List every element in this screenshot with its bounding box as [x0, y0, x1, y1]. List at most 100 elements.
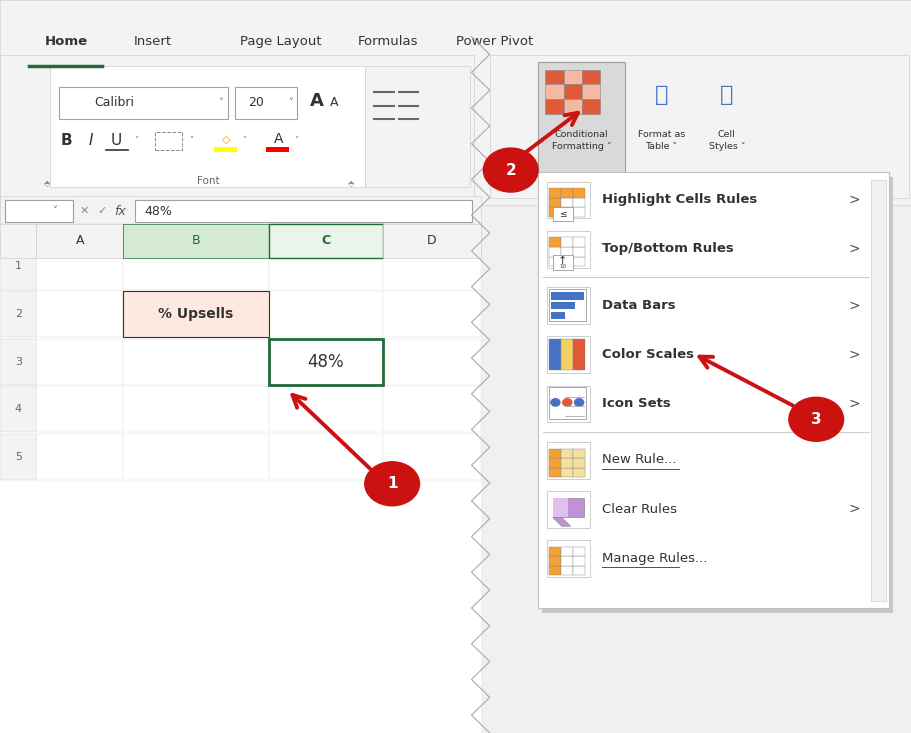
FancyBboxPatch shape	[581, 99, 599, 114]
FancyBboxPatch shape	[383, 243, 480, 290]
FancyBboxPatch shape	[572, 257, 584, 266]
Text: Power Pivot: Power Pivot	[456, 35, 533, 48]
FancyBboxPatch shape	[548, 556, 560, 566]
Text: ✓: ✓	[97, 206, 107, 216]
FancyBboxPatch shape	[266, 147, 289, 152]
Text: I: I	[89, 133, 93, 148]
FancyBboxPatch shape	[29, 23, 102, 66]
Circle shape	[364, 462, 419, 506]
Text: % Upsells: % Upsells	[159, 307, 233, 321]
FancyBboxPatch shape	[550, 302, 574, 309]
Text: >: >	[848, 298, 859, 312]
FancyBboxPatch shape	[548, 458, 560, 468]
Text: Color Scales: Color Scales	[601, 348, 693, 361]
FancyBboxPatch shape	[572, 247, 584, 257]
FancyBboxPatch shape	[269, 434, 383, 480]
FancyBboxPatch shape	[572, 188, 584, 198]
FancyBboxPatch shape	[50, 66, 364, 187]
FancyBboxPatch shape	[548, 449, 560, 458]
FancyBboxPatch shape	[0, 434, 36, 480]
Text: 2: 2	[15, 309, 22, 319]
FancyBboxPatch shape	[548, 339, 560, 370]
Text: D: D	[426, 234, 436, 247]
Text: 1: 1	[15, 262, 22, 271]
FancyBboxPatch shape	[572, 547, 584, 556]
FancyBboxPatch shape	[550, 292, 583, 300]
Text: >: >	[848, 502, 859, 516]
FancyBboxPatch shape	[269, 339, 383, 385]
Text: 5: 5	[15, 452, 22, 462]
FancyBboxPatch shape	[269, 224, 383, 258]
FancyBboxPatch shape	[560, 339, 572, 370]
Text: C: C	[321, 234, 331, 247]
Text: >: >	[848, 347, 859, 361]
FancyBboxPatch shape	[545, 70, 563, 84]
FancyBboxPatch shape	[269, 291, 383, 337]
FancyBboxPatch shape	[135, 200, 472, 222]
FancyBboxPatch shape	[383, 224, 480, 258]
FancyBboxPatch shape	[548, 237, 560, 247]
FancyBboxPatch shape	[572, 237, 584, 247]
FancyBboxPatch shape	[36, 434, 123, 480]
Text: 4: 4	[15, 405, 22, 414]
Text: A: A	[330, 96, 338, 109]
Text: ˅: ˅	[189, 136, 193, 145]
FancyBboxPatch shape	[36, 243, 123, 290]
Text: Calibri: Calibri	[94, 96, 134, 109]
FancyBboxPatch shape	[537, 172, 888, 608]
Text: 🖌: 🖌	[654, 85, 667, 106]
FancyBboxPatch shape	[581, 84, 599, 99]
Text: New Rule...: New Rule...	[601, 454, 676, 466]
FancyBboxPatch shape	[563, 84, 581, 99]
Text: ◇: ◇	[221, 134, 230, 144]
FancyBboxPatch shape	[552, 255, 572, 270]
Text: Top/Bottom Rules: Top/Bottom Rules	[601, 243, 732, 255]
Text: Clear Rules: Clear Rules	[601, 503, 676, 515]
Text: A: A	[273, 132, 282, 147]
FancyBboxPatch shape	[550, 312, 565, 319]
FancyBboxPatch shape	[572, 207, 584, 217]
Text: Icon Sets: Icon Sets	[601, 397, 670, 410]
Text: 20: 20	[248, 96, 263, 109]
Text: B: B	[191, 234, 200, 247]
FancyBboxPatch shape	[123, 291, 269, 337]
FancyBboxPatch shape	[870, 180, 885, 601]
Text: ˅: ˅	[287, 97, 292, 108]
Text: A: A	[76, 234, 84, 247]
Text: Conditional
Formatting ˅: Conditional Formatting ˅	[551, 130, 610, 151]
FancyBboxPatch shape	[560, 188, 572, 198]
Text: ˅: ˅	[242, 136, 246, 145]
FancyBboxPatch shape	[383, 434, 480, 480]
Text: Data Bars: Data Bars	[601, 299, 675, 312]
FancyBboxPatch shape	[548, 468, 560, 477]
FancyBboxPatch shape	[0, 243, 36, 290]
FancyBboxPatch shape	[548, 207, 560, 217]
Text: U: U	[110, 133, 121, 148]
FancyBboxPatch shape	[36, 339, 123, 385]
FancyBboxPatch shape	[563, 99, 581, 114]
Text: B: B	[61, 133, 72, 148]
Text: Cell
Styles ˅: Cell Styles ˅	[708, 130, 744, 151]
Text: Format as
Table ˅: Format as Table ˅	[637, 130, 684, 151]
Circle shape	[550, 399, 559, 406]
FancyBboxPatch shape	[560, 449, 572, 458]
FancyBboxPatch shape	[548, 188, 560, 198]
FancyBboxPatch shape	[383, 386, 480, 432]
Text: Font: Font	[197, 176, 219, 186]
FancyBboxPatch shape	[364, 66, 469, 187]
FancyBboxPatch shape	[269, 339, 383, 385]
Text: ↑: ↑	[558, 256, 567, 266]
FancyBboxPatch shape	[489, 55, 908, 198]
FancyBboxPatch shape	[235, 87, 297, 119]
FancyBboxPatch shape	[383, 291, 480, 337]
Text: 10: 10	[558, 264, 566, 268]
FancyBboxPatch shape	[560, 207, 572, 217]
FancyBboxPatch shape	[0, 0, 911, 205]
Text: ˅: ˅	[52, 206, 57, 216]
Text: Manage Rules...: Manage Rules...	[601, 552, 707, 564]
FancyBboxPatch shape	[572, 468, 584, 477]
FancyBboxPatch shape	[572, 198, 584, 207]
Text: ⬘: ⬘	[347, 180, 354, 188]
FancyBboxPatch shape	[560, 198, 572, 207]
Text: Highlight Cells Rules: Highlight Cells Rules	[601, 194, 756, 206]
